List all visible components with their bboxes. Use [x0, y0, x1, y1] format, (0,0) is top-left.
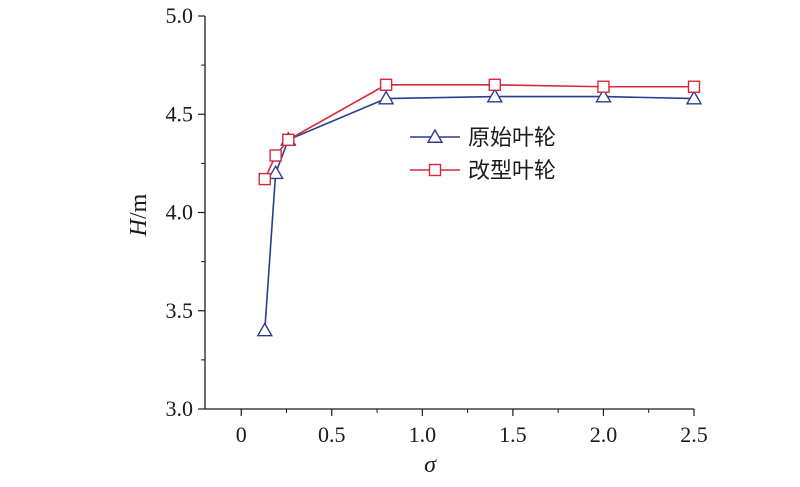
- x-tick-label: 0: [236, 422, 247, 447]
- y-tick-label: 4.5: [166, 101, 194, 126]
- y-axis-label-unit: /m: [126, 193, 152, 219]
- legend-label: 原始叶轮: [468, 126, 556, 151]
- data-point: [685, 90, 703, 105]
- x-tick-label: 2.5: [680, 422, 708, 447]
- x-axis-label: σ: [424, 452, 437, 478]
- series-2: [258, 78, 701, 186]
- data-point: [267, 164, 284, 180]
- legend-marker: [428, 163, 442, 177]
- y-axis-label-variable: H: [126, 217, 152, 237]
- data-point: [488, 78, 501, 91]
- data-point: [269, 149, 282, 162]
- data-point: [597, 80, 610, 93]
- y-tick-label: 4.0: [166, 200, 194, 225]
- y-tick-label: 3.0: [166, 396, 194, 421]
- data-point: [256, 321, 273, 337]
- legend-marker: [426, 128, 444, 143]
- legend-item-2: 改型叶轮: [410, 159, 556, 184]
- x-tick-label: 1.0: [409, 422, 437, 447]
- x-tick-label: 2.0: [590, 422, 618, 447]
- series-layer: [256, 78, 703, 337]
- data-point: [595, 88, 612, 103]
- y-tick-label: 5.0: [166, 3, 194, 28]
- legend-label: 改型叶轮: [468, 159, 556, 184]
- data-point: [282, 133, 295, 146]
- data-point: [687, 80, 701, 93]
- y-tick-label: 3.5: [166, 298, 194, 323]
- data-point: [379, 78, 393, 91]
- y-axis-label: H/m: [126, 193, 152, 237]
- axes: 3.0 3.5 4.0 4.5 5.0 0 0.5 1.0 1.5 2.0 2.5: [166, 3, 708, 447]
- x-tick-label: 0.5: [318, 422, 346, 447]
- data-point: [258, 172, 271, 186]
- legend-item-1: 原始叶轮: [410, 126, 556, 151]
- x-tick-label: 1.5: [499, 422, 527, 447]
- data-point: [377, 90, 395, 105]
- data-point: [486, 88, 503, 103]
